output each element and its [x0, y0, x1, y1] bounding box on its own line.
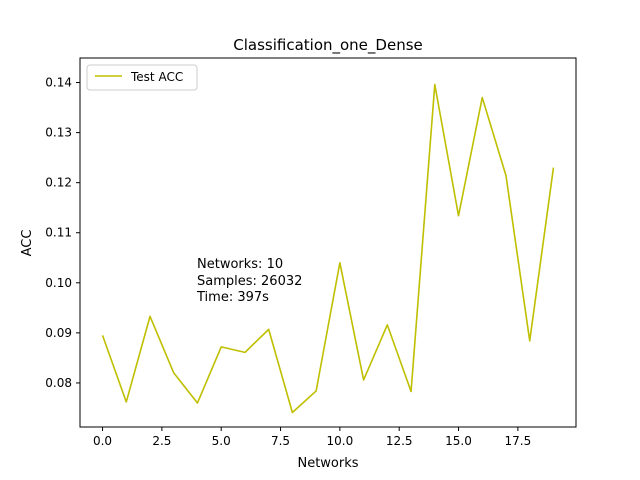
y-tick-label: 0.12 — [45, 176, 72, 190]
x-tick-label: 12.5 — [386, 434, 413, 448]
y-tick-label: 0.13 — [45, 126, 72, 140]
annotation-box: Networks: 10 Samples: 26032 Time: 397s — [196, 257, 302, 305]
x-tick-label: 7.5 — [271, 434, 290, 448]
y-tick-label: 0.08 — [45, 376, 72, 390]
x-tick-label: 15.0 — [445, 434, 472, 448]
plot-area — [101, 83, 555, 414]
x-tick-label: 17.5 — [504, 434, 531, 448]
annotation-line-samples: Samples: 26032 — [197, 274, 302, 289]
y-tick-label: 0.10 — [45, 276, 72, 290]
annotation-line-networks: Networks: 10 — [197, 257, 283, 272]
y-tick-label: 0.14 — [45, 76, 72, 90]
legend: Test ACC — [86, 64, 198, 91]
x-tick-label: 0.0 — [93, 434, 112, 448]
annotation-line-time: Time: 397s — [196, 290, 269, 305]
legend-label: Test ACC — [130, 70, 183, 84]
y-axis-label: ACC — [20, 230, 35, 257]
y-tick-label: 0.09 — [45, 326, 72, 340]
x-tick-label: 5.0 — [212, 434, 231, 448]
x-axis-label: Networks — [297, 456, 358, 471]
x-tick-label: 2.5 — [152, 434, 171, 448]
x-axis-ticks: 0.0 2.5 5.0 7.5 10.0 12.5 15.0 17.5 — [93, 427, 531, 448]
chart-title: Classification_one_Dense — [233, 36, 423, 55]
y-tick-label: 0.11 — [45, 226, 72, 240]
legend-box — [86, 64, 198, 91]
y-axis-ticks: 0.08 0.09 0.10 0.11 0.12 0.13 0.14 — [45, 76, 80, 390]
series-line-test-acc — [101, 83, 555, 414]
axes-frame — [79, 57, 577, 428]
x-tick-label: 10.0 — [327, 434, 354, 448]
